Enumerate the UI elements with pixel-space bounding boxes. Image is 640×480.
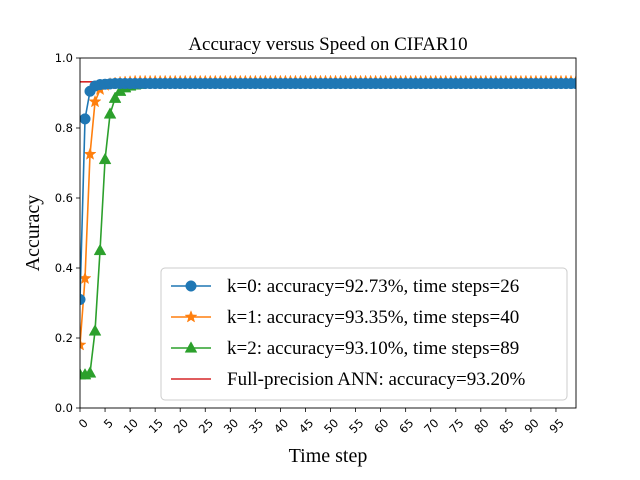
data-point [98, 152, 112, 165]
data-point [88, 324, 102, 336]
y-axis: 0.0 0.2 0.4 0.6 0.8 1.0 [55, 51, 80, 415]
data-point [88, 94, 102, 108]
data-point [570, 78, 576, 90]
legend-marker [184, 310, 198, 323]
y-tick-label: 1.0 [55, 51, 73, 65]
legend-box [160, 267, 568, 401]
y-tick-label: 0.6 [55, 191, 73, 205]
series-group [80, 74, 576, 380]
y-tick-label: 0.4 [55, 261, 73, 275]
legend-label: k=0: accuracy=92.73%, time steps=26 [227, 276, 519, 297]
data-point [80, 293, 86, 306]
legend-marker [185, 280, 197, 292]
plot-frame [79, 57, 577, 409]
data-point [80, 338, 87, 351]
data-point [108, 91, 122, 103]
data-point [80, 113, 91, 125]
y-tick-label: 0.0 [55, 401, 73, 415]
chart-title: Accuracy versus Speed on CIFAR10 [188, 34, 467, 55]
y-tick-label: 0.8 [55, 121, 73, 135]
legend: k=0: accuracy=92.73%, time steps=26 k=1: … [160, 267, 568, 401]
data-point [83, 147, 97, 160]
data-point [103, 107, 117, 119]
series-0 [80, 78, 576, 306]
y-axis-label: Accuracy [22, 195, 44, 272]
legend-label: k=1: accuracy=93.35%, time steps=40 [227, 307, 519, 328]
legend-label: k=2: accuracy=93.10%, time steps=89 [227, 338, 519, 359]
x-axis-label: Time step [289, 445, 368, 467]
plot-area [79, 57, 577, 409]
y-tick-label: 0.2 [55, 331, 73, 345]
legend-label: Full-precision ANN: accuracy=93.20% [227, 369, 525, 390]
data-point [93, 243, 107, 256]
legend-marker [184, 341, 198, 353]
data-point [83, 366, 97, 378]
